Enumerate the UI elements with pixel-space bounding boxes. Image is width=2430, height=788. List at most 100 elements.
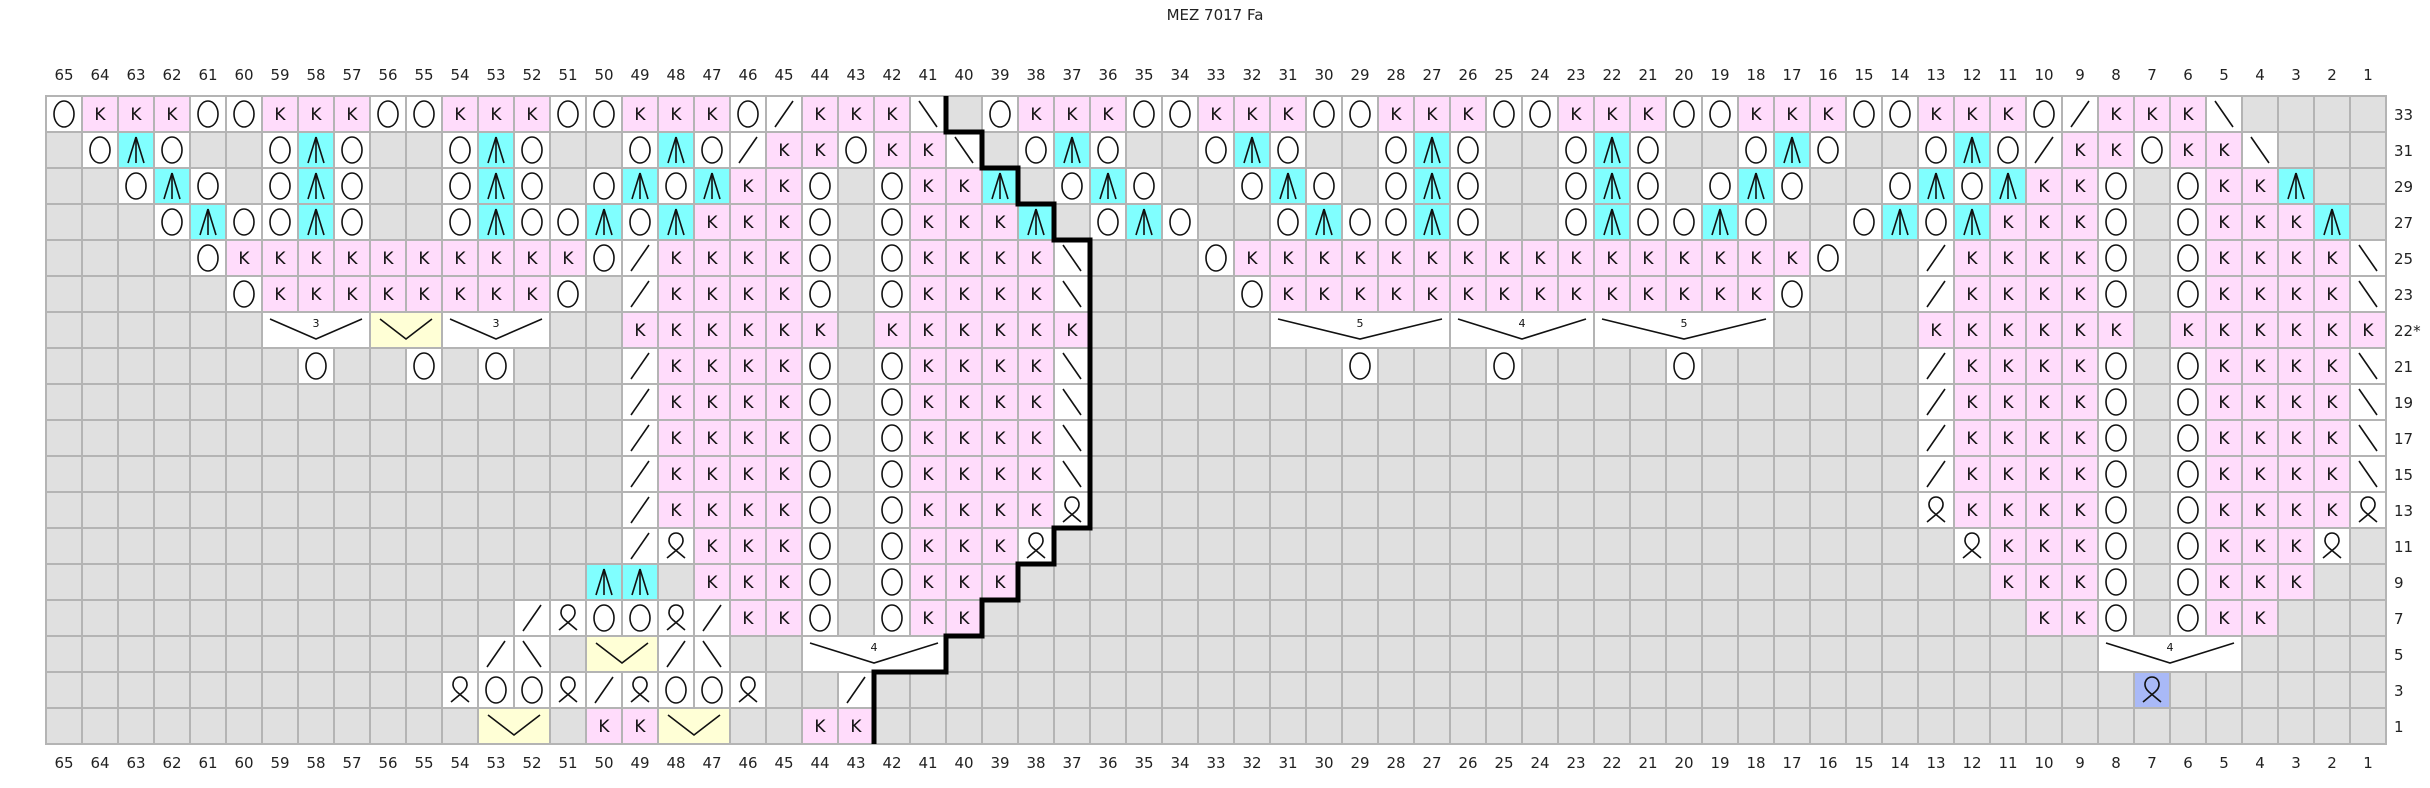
stitch-knit: K	[1233, 239, 1271, 277]
yarn-over-icon	[1241, 280, 1263, 308]
group-stitch-count: 5	[1357, 317, 1364, 330]
stitch-cell	[765, 455, 803, 493]
stitch-no-stitch	[1665, 707, 1703, 745]
stitch-no-stitch	[189, 599, 227, 637]
stitch-knit: K	[2097, 95, 2135, 133]
stitch-no-stitch	[1377, 491, 1415, 529]
k2tog-icon	[630, 460, 650, 488]
cdd-stroke	[1999, 172, 2009, 200]
stitch-ssk	[2349, 275, 2387, 313]
stitch-knit: K	[1737, 275, 1775, 313]
stitch-knit: K	[333, 275, 371, 313]
stitch-cell	[801, 311, 839, 349]
stitch-no-stitch	[1269, 707, 1307, 745]
stitch-cell	[1485, 383, 1523, 421]
knit-symbol: K	[994, 537, 1006, 557]
stitch-no-stitch	[1305, 563, 1343, 601]
stitch-yarn-over	[1233, 167, 1271, 205]
stitch-no-stitch	[1485, 203, 1523, 241]
column-number-top: 64	[90, 66, 109, 84]
column-number-top: 19	[1710, 66, 1729, 84]
stitch-no-stitch	[441, 707, 479, 745]
yarn-over-icon	[2177, 604, 2199, 632]
stitch-cell	[693, 203, 731, 241]
stitch-no-stitch	[981, 707, 1019, 745]
ssk-icon	[954, 136, 974, 164]
knit-symbol: K	[778, 249, 790, 269]
stitch-no-stitch	[1089, 491, 1127, 529]
stitch-no-stitch	[1773, 491, 1811, 529]
stitch-cell	[1161, 131, 1199, 169]
stitch-cell	[405, 455, 443, 493]
knit-symbol: K	[238, 249, 250, 269]
stitch-no-stitch	[81, 239, 119, 277]
knit-symbol: K	[1534, 249, 1546, 269]
stitch-cell	[1665, 491, 1703, 529]
stitch-no-stitch	[1341, 455, 1379, 493]
stitch-cell	[225, 491, 263, 529]
column-number-bottom: 34	[1170, 754, 1189, 772]
stitch-cell	[225, 419, 263, 457]
stitch-cell	[189, 419, 227, 457]
stitch-yarn-over	[297, 347, 335, 385]
stitch-cell	[441, 347, 479, 385]
stitch-knit: K	[1953, 95, 1991, 133]
stitch-knit: K	[1953, 275, 1991, 313]
stitch-knit: K	[765, 419, 803, 457]
stitch-no-stitch	[1701, 347, 1739, 385]
stitch-no-stitch	[81, 347, 119, 385]
stitch-cell	[837, 131, 875, 169]
stitch-cell	[1917, 635, 1955, 673]
stitch-knit: K	[2241, 239, 2279, 277]
stitch-no-stitch	[405, 131, 443, 169]
yarn-over-icon	[521, 208, 543, 236]
stitch-no-stitch	[1845, 167, 1883, 205]
yarn-over-icon	[485, 352, 507, 380]
stitch-no-stitch	[1809, 419, 1847, 457]
stitch-cell	[117, 275, 155, 313]
stitch-centered-double-decrease	[1593, 203, 1631, 241]
stitch-yarn-over	[801, 275, 839, 313]
column-number-top: 30	[1314, 66, 1333, 84]
stitch-no-stitch	[333, 419, 371, 457]
yarn-over-icon	[2177, 424, 2199, 452]
stitch-no-stitch	[441, 347, 479, 385]
stitch-knit: K	[2241, 311, 2279, 349]
stitch-knit: K	[981, 275, 1019, 313]
cdd-stroke	[315, 208, 325, 236]
stitch-cell	[1161, 455, 1199, 493]
stitch-no-stitch	[189, 563, 227, 601]
stitch-no-stitch	[2313, 599, 2351, 637]
knit-symbol: K	[742, 393, 754, 413]
stitch-cell	[441, 671, 479, 709]
stitch-cell	[1953, 707, 1991, 745]
knit-symbol: K	[310, 249, 322, 269]
stitch-cell	[1809, 671, 1847, 709]
stitch-yarn-over	[333, 167, 371, 205]
stitch-cell	[405, 167, 443, 205]
column-number-top: 57	[342, 66, 361, 84]
stitch-cell	[1161, 491, 1199, 529]
yarn-over-icon	[269, 208, 291, 236]
stitch-knit: K	[1341, 239, 1379, 277]
stitch-no-stitch	[189, 383, 227, 421]
stitch-no-stitch	[1701, 599, 1739, 637]
stitch-no-stitch	[837, 275, 875, 313]
stitch-no-stitch	[765, 635, 803, 673]
stitch-yarn-over	[801, 203, 839, 241]
stitch-ssk	[2205, 95, 2243, 133]
stitch-centered-double-decrease	[1305, 203, 1343, 241]
stitch-no-stitch	[549, 527, 587, 565]
stitch-cell	[1809, 491, 1847, 529]
cdd-stroke	[171, 172, 181, 200]
stitch-no-stitch	[1881, 455, 1919, 493]
stitch-knit: K	[1989, 203, 2027, 241]
stitch-yarn-over	[657, 167, 695, 205]
column-number-bottom: 18	[1746, 754, 1765, 772]
stitch-cell	[1665, 599, 1703, 637]
stitch-cell	[405, 671, 443, 709]
stitch-no-stitch	[1089, 239, 1127, 277]
stitch-cell	[1413, 527, 1451, 565]
yarn-over-icon	[197, 172, 219, 200]
stitch-yarn-over	[2169, 419, 2207, 457]
